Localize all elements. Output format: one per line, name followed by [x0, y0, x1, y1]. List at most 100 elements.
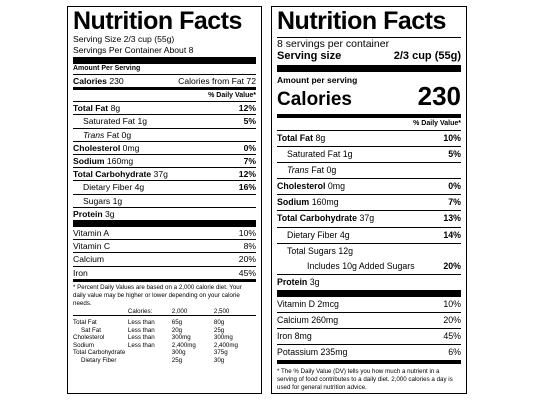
new-nutrient-row: Trans Fat 0g	[277, 162, 461, 178]
table-row: Cholesterol Less than 300mg 300mg	[73, 334, 256, 342]
table-cell: 30g	[213, 356, 225, 364]
nutrient-name: Total Carbohydrate	[277, 213, 357, 224]
old-nutrient-row: Sodium 160mg 7%	[73, 154, 256, 167]
old-calories-row: Calories 230 Calories from Fat 72	[73, 74, 256, 87]
table-row: Total Fat Less than 65g 80g	[73, 319, 256, 327]
table-header-cell	[73, 308, 128, 316]
old-nutrient-row: Total Fat 8g 12%	[73, 101, 256, 114]
nutrient-name: Dietary Fiber	[83, 182, 133, 193]
old-dv-header: % Daily Value*	[208, 92, 256, 100]
nutrient-dv: 7%	[243, 156, 256, 167]
table-cell: Less than	[127, 326, 155, 334]
table-cell	[128, 349, 172, 357]
table-row: Dietary Fiber 25g 30g	[73, 357, 256, 365]
nutrient-name: Total Fat	[277, 133, 313, 143]
nutrient-amount: 3g	[105, 208, 115, 219]
nutrient-name: Sugars	[83, 195, 111, 206]
nutrient-dv: 7%	[448, 197, 461, 208]
nutrient-name: Sodium	[277, 197, 310, 208]
nutrient-dv: 13%	[443, 213, 461, 224]
new-nutrient-row: Total Sugars 12g	[277, 242, 461, 259]
old-label-title: Nutrition Facts	[73, 7, 242, 35]
new-nutrient-row: Saturated Fat 1g 5%	[277, 146, 461, 162]
vitamin-dv: 20%	[443, 315, 461, 326]
table-cell: 300mg	[213, 334, 233, 342]
nutrient-name: Total Carbohydrate	[73, 169, 152, 180]
nutrient-amount: 1g	[112, 195, 123, 206]
new-nutrient-row: Sodium 160mg 7%	[277, 194, 461, 210]
nutrient-amount: 12g	[338, 245, 354, 256]
nutrient-dv: 12%	[238, 103, 256, 114]
nutrient-dv: 12%	[238, 169, 256, 180]
nutrient-name: Saturated Fat	[83, 116, 136, 127]
vitamin-dv: 10%	[443, 298, 461, 309]
nutrient-amount: 8g	[110, 103, 121, 114]
table-header-cell: Calories:	[127, 307, 153, 315]
serving-size-value: 2/3 cup (55g)	[393, 50, 461, 62]
nutrient-amount: 4g	[134, 182, 145, 193]
nutrient-amount: Fat 0g	[106, 129, 132, 140]
table-cell: 80g	[213, 318, 225, 326]
vitamin-dv: 45%	[238, 267, 256, 278]
nutrient-dv: 5%	[448, 149, 461, 160]
serving-size-label: Serving size	[277, 50, 342, 62]
nutrient-amount: 0mg	[327, 181, 345, 192]
table-header-cell: 2,500	[213, 307, 230, 315]
new-dv-header: % Daily Value*	[413, 120, 461, 127]
nutrient-dv: 14%	[443, 229, 461, 240]
nutrient-dv: 10%	[443, 133, 461, 143]
table-cell: Total Fat	[73, 318, 97, 326]
old-vitamin-row: Vitamin A 10%	[73, 227, 256, 239]
nutrient-amount: 160mg	[106, 156, 134, 167]
vitamin-dv: 8%	[243, 241, 256, 252]
nutrient-amount: 1g	[342, 149, 353, 160]
table-cell: Dietary Fiber	[81, 356, 117, 364]
nutrient-name: Trans	[287, 165, 309, 176]
nutrient-amount: 4g	[339, 229, 350, 240]
vitamin-dv: 20%	[238, 254, 256, 265]
table-cell: 20g	[171, 326, 183, 334]
nutrient-amount: 3g	[309, 276, 320, 287]
table-row: Sat Fat Less than 20g 25g	[73, 327, 256, 335]
nutrient-name: Cholesterol	[73, 142, 121, 153]
old-nutrient-row: Saturated Fat 1g 5%	[73, 114, 256, 127]
vitamin-name: Potassium 235mg	[277, 347, 348, 358]
nutrient-amount: 37g	[359, 213, 375, 224]
new-nutrient-row: Total Fat 8g 10%	[277, 130, 461, 146]
table-row: Sodium Less than 2,400mg 2,400mg	[73, 342, 256, 350]
nutrient-name: Dietary Fiber	[287, 229, 338, 240]
old-calories-label: Calories	[73, 76, 107, 86]
nutrient-amount: Fat 0g	[311, 165, 337, 176]
table-cell: Total Carbohydrate	[73, 349, 126, 357]
table-cell: Less than	[127, 341, 155, 349]
new-nutrient-row: Includes 10g Added Sugars 20%	[277, 259, 461, 274]
old-nutrient-row: Total Carbohydrate 37g 12%	[73, 167, 256, 180]
table-cell: 375g	[213, 349, 228, 357]
nutrient-amount: 1g	[137, 116, 148, 127]
nutrient-amount: 8g	[315, 133, 326, 143]
vitamin-dv: 45%	[443, 331, 461, 342]
new-nutrient-row: Cholesterol 0mg 0%	[277, 178, 461, 194]
new-vitamin-row: Iron 8mg 45%	[277, 328, 461, 344]
old-servings-per-container: Servings Per Container About 8	[73, 44, 194, 55]
old-nutrition-label: Nutrition Facts Serving Size 2/3 cup (55…	[67, 6, 262, 394]
table-cell: Sodium	[73, 341, 94, 349]
nutrient-amount: 37g	[153, 169, 168, 180]
new-vitamin-row: Calcium 260mg 20%	[277, 312, 461, 328]
nutrient-dv: 5%	[243, 116, 256, 127]
vitamin-name: Calcium 260mg	[277, 315, 339, 326]
nutrient-name: Trans	[83, 129, 105, 140]
table-cell: Cholesterol	[73, 334, 105, 342]
table-row: Total Carbohydrate 300g 375g	[73, 349, 256, 357]
nutrient-dv: 0%	[243, 142, 256, 153]
old-nutrient-row: Cholesterol 0mg 0%	[73, 140, 256, 154]
table-cell: 2,400mg	[171, 341, 196, 349]
table-cell: 2,400mg	[213, 341, 238, 349]
nutrient-name: Saturated Fat	[287, 149, 341, 160]
new-calories-label: Calories	[277, 89, 352, 110]
nutrient-dv: 20%	[443, 260, 461, 271]
old-daily-values-table: Calories: 2,000 2,500 Total Fat Less tha…	[73, 308, 256, 365]
new-nutrient-row: Protein 3g	[277, 273, 461, 290]
nutrient-name: Total Fat	[73, 103, 109, 114]
nutrient-name: Protein	[277, 276, 308, 287]
